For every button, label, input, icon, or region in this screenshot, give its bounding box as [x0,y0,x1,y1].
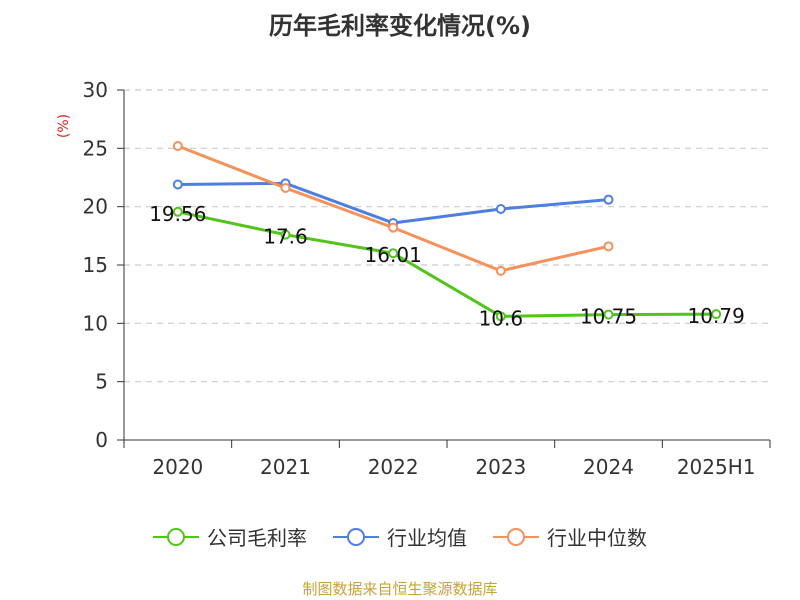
data-label: 10.79 [688,304,745,328]
data-point [388,248,399,259]
x-tick-label: 2020 [152,455,203,479]
x-tick-label: 2025H1 [677,455,756,479]
data-labels: 19.56 17.6 16.01 10.6 10.75 10.79 [149,202,745,331]
data-label: 10.75 [580,305,637,329]
legend-label-company: 公司毛利率 [207,526,307,550]
y-axis-label: (%) [56,114,72,138]
data-point [603,241,614,252]
x-tick-label: 2024 [583,455,634,479]
y-tick-label: 10 [83,311,108,335]
data-point [495,265,506,276]
data-label: 10.6 [479,306,524,330]
legend-swatch-industry-mean [333,527,379,546]
y-tick-label: 20 [83,195,108,219]
data-point [603,309,614,320]
legend-item-company[interactable]: 公司毛利率 [153,522,307,551]
y-tick-label: 5 [95,370,108,394]
legend-label-industry-mean: 行业均值 [387,526,467,550]
legend-swatch-industry-median [493,527,539,546]
data-point [172,141,183,151]
data-point [172,179,183,190]
data-point [280,183,291,193]
data-label: 19.56 [149,202,206,226]
data-point [495,311,506,322]
legend-swatch-company [153,527,199,546]
source-footer: 制图数据来自恒生聚源数据库 [302,580,498,598]
data-label: 16.01 [365,243,422,267]
y-tick-label: 30 [83,78,108,102]
axes: 0 5 10 15 20 25 30 2020 2021 2022 2023 2024 2025H1 (%… [56,78,771,479]
data-point [388,222,399,233]
series-line-1 [177,181,609,225]
data-label: 17.6 [263,225,308,249]
y-tick-label: 25 [83,136,108,160]
x-tick-label: 2023 [475,455,526,479]
x-tick-label: 2022 [368,455,419,479]
chart-title: 历年毛利率变化情况(%) [269,12,531,40]
legend-item-industry-median[interactable]: 行业中位数 [493,522,647,551]
data-point [495,204,506,214]
grid-lines [124,89,770,383]
x-tick-label: 2021 [260,455,311,479]
y-tick-label: 15 [83,253,108,277]
legend-label-industry-median: 行业中位数 [547,526,647,550]
data-point [172,206,183,217]
data-point [280,229,291,240]
data-point [711,309,722,320]
series-lines [172,141,722,322]
data-point [603,194,614,205]
legend-item-industry-mean[interactable]: 行业均值 [333,522,467,551]
y-tick-label: 0 [95,428,108,452]
series-line-0 [177,210,717,318]
legend: 公司毛利率 行业均值 行业中位数 [0,522,800,551]
